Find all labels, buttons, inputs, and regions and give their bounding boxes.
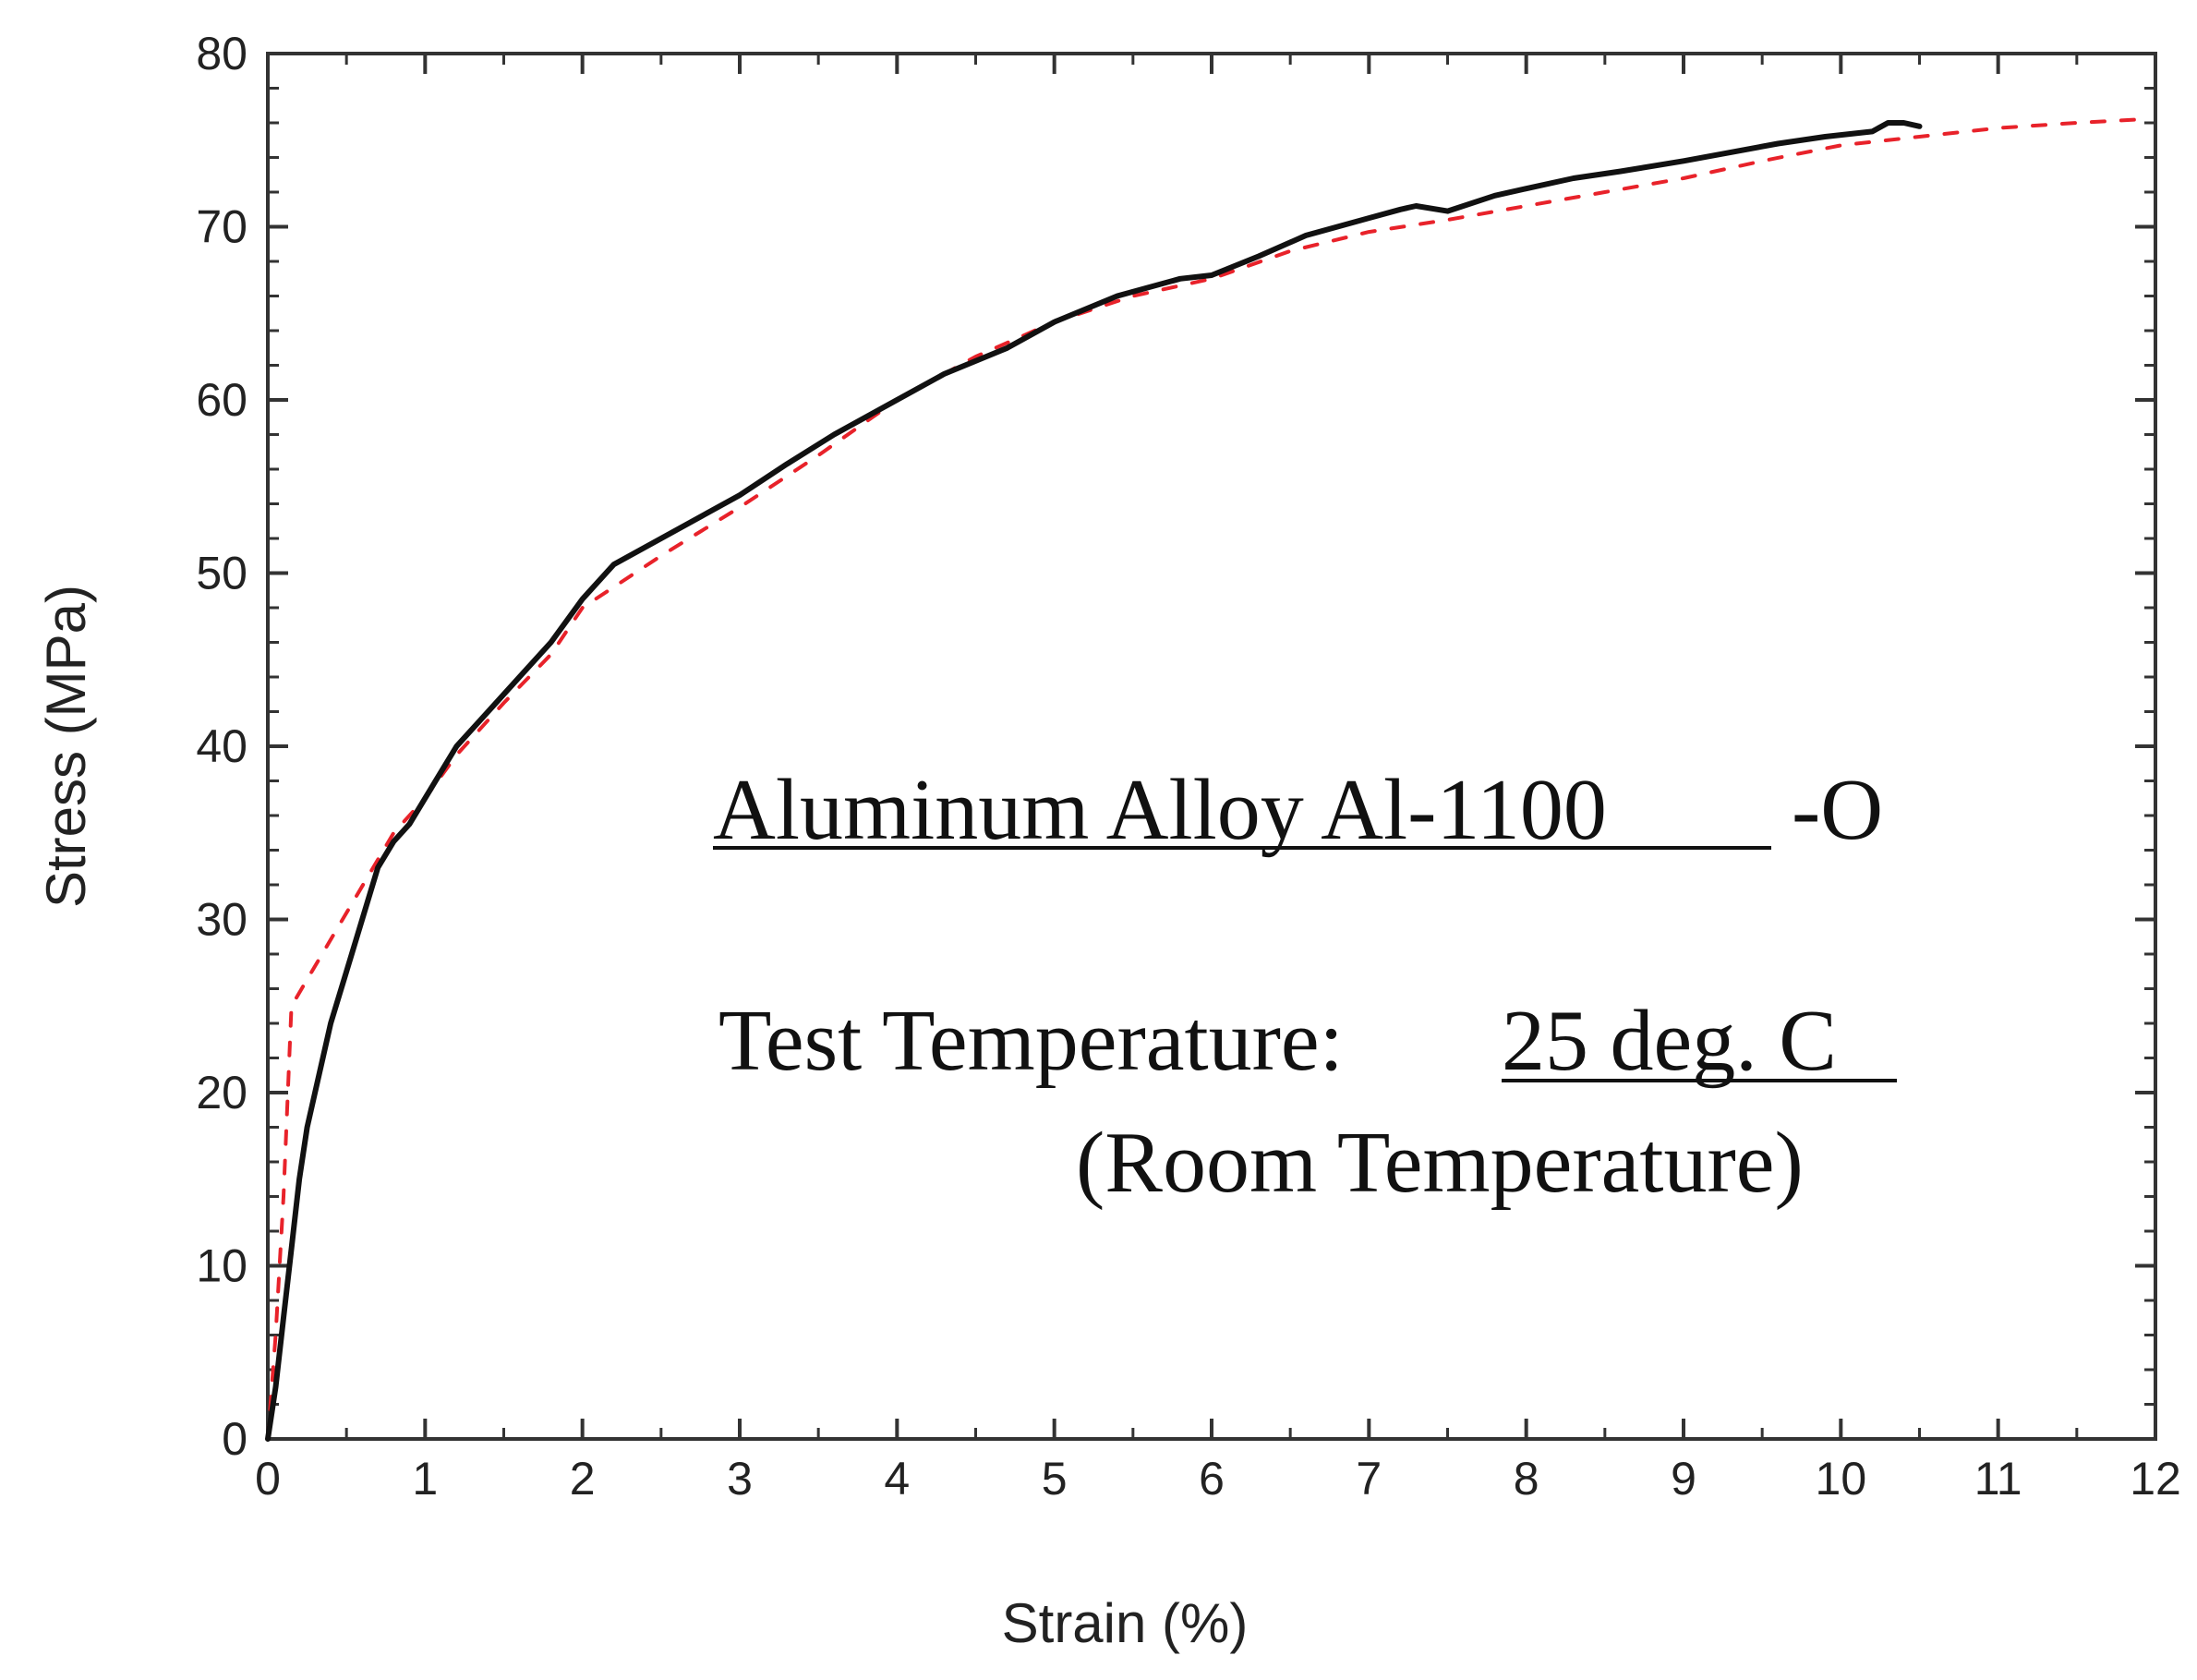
alloy-temper: -O [1792, 762, 1883, 858]
series-line-black [265, 120, 1923, 1442]
alloy-name: Aluminum Alloy Al-1100 [713, 762, 1607, 858]
y-tick-label: 40 [196, 720, 247, 772]
x-tick-label: 10 [1816, 1453, 1867, 1505]
room-temperature-note: (Room Temperature) [1076, 1115, 1804, 1211]
y-tick-label: 50 [196, 548, 247, 599]
x-tick-label: 7 [1356, 1453, 1382, 1505]
y-tick-label: 20 [196, 1067, 247, 1118]
test-temperature-value: 25 deg. C [1502, 993, 1837, 1089]
x-tick-label: 5 [1042, 1453, 1068, 1505]
x-tick-label: 3 [727, 1453, 753, 1505]
plot-frame [266, 52, 2157, 1441]
y-tick-label: 30 [196, 894, 247, 946]
x-tick-label: 9 [1671, 1453, 1696, 1505]
y-tick-label: 0 [222, 1413, 247, 1465]
series-line-red-dashed [266, 117, 2142, 1441]
y-tick-label: 80 [196, 28, 247, 79]
test-temperature-label: Test Temperature: [718, 993, 1344, 1089]
y-tick-label: 70 [196, 201, 247, 253]
x-tick-label: 2 [570, 1453, 596, 1505]
x-tick-label: 4 [884, 1453, 910, 1505]
x-tick-label: 6 [1199, 1453, 1225, 1505]
x-tick-label: 12 [2130, 1453, 2181, 1505]
x-tick-label: 11 [1974, 1453, 2022, 1505]
y-tick-label: 10 [196, 1240, 247, 1292]
x-tick-label: 0 [255, 1453, 281, 1505]
x-tick-label: 8 [1514, 1453, 1539, 1505]
y-axis-label: Stress (MPa) [35, 585, 97, 908]
x-axis-label: Strain (%) [1002, 1592, 1249, 1654]
annotation-block: Aluminum Alloy Al-1100 -O Test Temperatu… [713, 762, 1897, 1211]
series-layer [265, 117, 2142, 1442]
y-tick-label: 60 [196, 374, 247, 426]
x-tick-label: 1 [412, 1453, 438, 1505]
